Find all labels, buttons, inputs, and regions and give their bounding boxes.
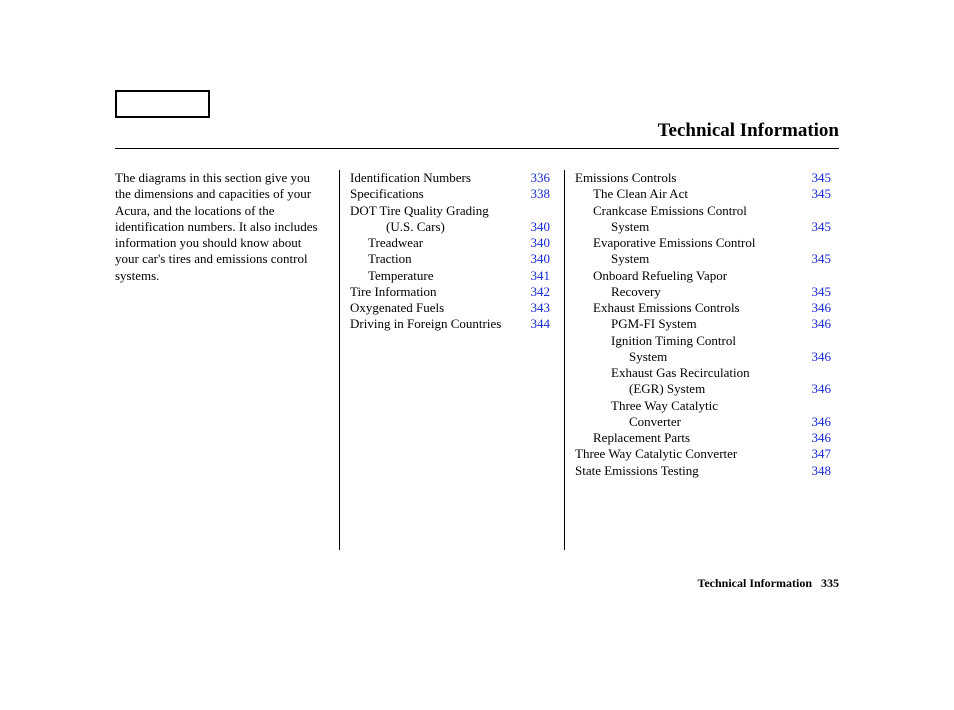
toc-page-link[interactable]: 338 (531, 186, 551, 202)
toc-label: PGM-FI System (611, 316, 697, 332)
toc-label: The Clean Air Act (593, 186, 688, 202)
column-divider-1 (339, 170, 340, 550)
toc-label: Exhaust Emissions Controls (593, 300, 740, 316)
toc-row: Driving in Foreign Countries 344 (350, 316, 550, 332)
toc-row: (U.S. Cars) 340 (350, 219, 550, 235)
toc-row: Onboard Refueling Vapor (575, 268, 831, 284)
toc-page-link[interactable]: 345 (812, 251, 832, 267)
footer-section-label: Technical Information (697, 576, 812, 590)
toc-row: Treadwear 340 (350, 235, 550, 251)
toc-row: Tire Information 342 (350, 284, 550, 300)
toc-label: Emissions Controls (575, 170, 677, 186)
toc-row: Traction 340 (350, 251, 550, 267)
toc-page-link[interactable]: 348 (812, 463, 832, 479)
toc-page-link[interactable]: 345 (812, 219, 832, 235)
intro-column: The diagrams in this section give you th… (115, 170, 333, 550)
toc-page-link[interactable]: 345 (812, 284, 832, 300)
toc-label: Identification Numbers (350, 170, 471, 186)
toc-row: Three Way Catalytic Converter 347 (575, 446, 831, 462)
toc-label: Recovery (611, 284, 661, 300)
toc-row: (EGR) System 346 (575, 381, 831, 397)
toc-label: (U.S. Cars) (386, 219, 445, 235)
toc-label: DOT Tire Quality Grading (350, 203, 489, 219)
page-title: Technical Information (115, 120, 839, 148)
toc-row: Replacement Parts 346 (575, 430, 831, 446)
toc-row: Temperature 341 (350, 268, 550, 284)
toc-row: System 345 (575, 219, 831, 235)
toc-page-link[interactable]: 347 (812, 446, 832, 462)
toc-page-link[interactable]: 346 (812, 414, 832, 430)
toc-row: PGM-FI System 346 (575, 316, 831, 332)
toc-label: Three Way Catalytic (611, 398, 718, 414)
toc-label: Traction (368, 251, 412, 267)
toc-row: Crankcase Emissions Control (575, 203, 831, 219)
toc-label: Crankcase Emissions Control (593, 203, 747, 219)
toc-row: Ignition Timing Control (575, 333, 831, 349)
toc-row: Exhaust Gas Recirculation (575, 365, 831, 381)
toc-row: Specifications 338 (350, 186, 550, 202)
columns: The diagrams in this section give you th… (115, 170, 839, 550)
toc-page-link[interactable]: 344 (531, 316, 551, 332)
toc-label: Tire Information (350, 284, 437, 300)
page: Technical Information The diagrams in th… (0, 0, 954, 710)
toc-page-link[interactable]: 340 (531, 235, 551, 251)
toc-label: System (611, 219, 649, 235)
toc-page-link[interactable]: 345 (812, 170, 832, 186)
toc-label: Specifications (350, 186, 424, 202)
toc-page-link[interactable]: 345 (812, 186, 832, 202)
toc-page-link[interactable]: 340 (531, 219, 551, 235)
toc-page-link[interactable]: 346 (812, 316, 832, 332)
toc-label: System (629, 349, 667, 365)
toc-page-link[interactable]: 343 (531, 300, 551, 316)
toc-row: DOT Tire Quality Grading (350, 203, 550, 219)
toc-page-link[interactable]: 346 (812, 430, 832, 446)
toc-row: Recovery 345 (575, 284, 831, 300)
toc-page-link[interactable]: 342 (531, 284, 551, 300)
toc-label: Oxygenated Fuels (350, 300, 444, 316)
toc-label: Evaporative Emissions Control (593, 235, 755, 251)
footer-page-number: 335 (821, 576, 839, 590)
toc-row: System 345 (575, 251, 831, 267)
toc-row: State Emissions Testing 348 (575, 463, 831, 479)
toc-row: Emissions Controls 345 (575, 170, 831, 186)
intro-text: The diagrams in this section give you th… (115, 170, 325, 284)
title-rule (115, 148, 839, 149)
toc-label: Three Way Catalytic Converter (575, 446, 737, 462)
toc-row: Evaporative Emissions Control (575, 235, 831, 251)
toc-row: Converter 346 (575, 414, 831, 430)
toc-page-link[interactable]: 340 (531, 251, 551, 267)
toc-label: State Emissions Testing (575, 463, 699, 479)
toc-row: Exhaust Emissions Controls 346 (575, 300, 831, 316)
toc-row: Oxygenated Fuels 343 (350, 300, 550, 316)
column-divider-2 (564, 170, 565, 550)
footer: Technical Information 335 (697, 576, 839, 591)
toc-page-link[interactable]: 336 (531, 170, 551, 186)
toc-column-2: Emissions Controls 345 The Clean Air Act 34… (571, 170, 831, 550)
toc-row: Three Way Catalytic (575, 398, 831, 414)
toc-label: Onboard Refueling Vapor (593, 268, 727, 284)
toc-label: (EGR) System (629, 381, 705, 397)
toc-page-link[interactable]: 346 (812, 381, 832, 397)
logo-placeholder (115, 90, 210, 118)
toc-label: Treadwear (368, 235, 423, 251)
toc-page-link[interactable]: 341 (531, 268, 551, 284)
title-area: Technical Information (115, 120, 839, 149)
toc-label: Temperature (368, 268, 434, 284)
toc-label: Driving in Foreign Countries (350, 316, 501, 332)
toc-page-link[interactable]: 346 (812, 300, 832, 316)
toc-page-link[interactable]: 346 (812, 349, 832, 365)
toc-label: System (611, 251, 649, 267)
toc-column-1: Identification Numbers 336 Specifications 3… (346, 170, 558, 550)
toc-label: Ignition Timing Control (611, 333, 736, 349)
toc-row: System 346 (575, 349, 831, 365)
toc-row: The Clean Air Act 345 (575, 186, 831, 202)
toc-label: Converter (629, 414, 681, 430)
toc-row: Identification Numbers 336 (350, 170, 550, 186)
toc-label: Exhaust Gas Recirculation (611, 365, 750, 381)
toc-label: Replacement Parts (593, 430, 690, 446)
